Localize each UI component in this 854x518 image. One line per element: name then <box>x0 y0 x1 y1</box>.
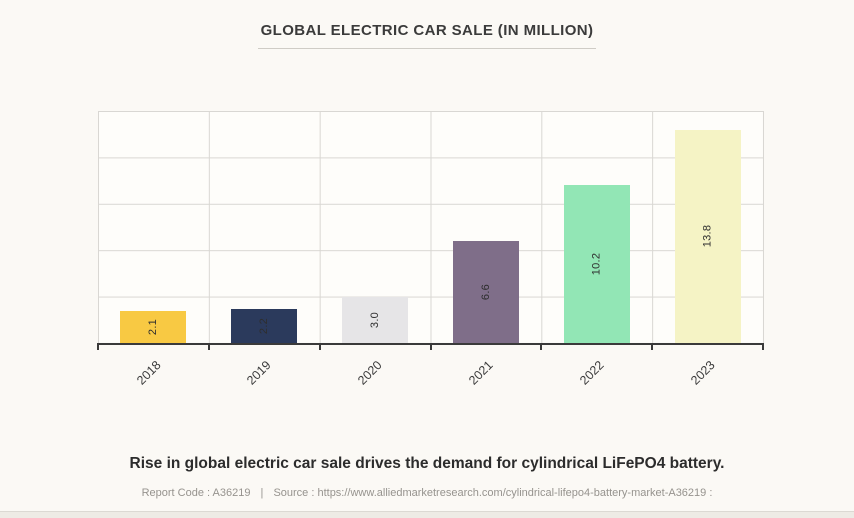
x-axis-tick <box>97 343 99 350</box>
bar-2021: 6.6 <box>452 240 519 343</box>
chart-title: GLOBAL ELECTRIC CAR SALE (IN MILLION) <box>257 22 597 49</box>
x-tick-label: 2021 <box>466 358 496 388</box>
bar-2019: 2.2 <box>231 308 298 343</box>
footer-separator: | <box>260 487 264 499</box>
bar-value-label: 2.2 <box>258 317 271 335</box>
x-axis-tick <box>540 343 543 350</box>
bar-cell-2021: 6.6 <box>430 111 541 343</box>
bar-value-label: 6.6 <box>479 283 492 301</box>
bar-cell-2022: 10.2 <box>541 111 652 343</box>
bar-cell-2023: 13.8 <box>652 111 763 343</box>
chart-title-row: GLOBAL ELECTRIC CAR SALE (IN MILLION) <box>0 22 854 49</box>
x-axis-tick <box>762 343 764 350</box>
bar-value-label: 13.8 <box>701 224 714 248</box>
x-tick-label: 2018 <box>133 358 164 388</box>
bar-2022: 10.2 <box>563 185 630 343</box>
bar-value-label: 3.0 <box>369 311 382 328</box>
x-axis-labels: 2018 2019 2020 2021 2022 2023 <box>98 352 763 400</box>
bar-2023: 13.8 <box>674 129 741 343</box>
bar-2018: 2.1 <box>120 310 187 343</box>
x-tick-label: 2019 <box>244 358 275 388</box>
report-code: Report Code : A36219 <box>141 487 251 499</box>
x-tick-label: 2022 <box>577 358 607 388</box>
plot-area: 2.1 2.2 3.0 6.6 10.2 13.8 <box>98 111 764 345</box>
x-axis-tick <box>429 343 432 350</box>
x-axis-tick <box>651 343 654 350</box>
footer: Report Code : A36219 | Source : https://… <box>0 487 854 499</box>
x-axis-tick <box>207 343 210 350</box>
bars-layer: 2.1 2.2 3.0 6.6 10.2 13.8 <box>98 111 763 343</box>
x-tick-label: 2023 <box>687 358 718 388</box>
bar-value-label: 10.2 <box>590 252 603 276</box>
x-axis-tick <box>318 343 321 350</box>
source-url: Source : https://www.alliedmarketresearc… <box>273 487 713 499</box>
bar-value-label: 2.1 <box>147 318 160 335</box>
chart-caption: Rise in global electric car sale drives … <box>129 455 725 472</box>
bar-cell-2018: 2.1 <box>98 111 209 343</box>
bar-cell-2020: 3.0 <box>320 111 431 343</box>
x-tick-label: 2020 <box>355 358 385 388</box>
bar-cell-2019: 2.2 <box>209 111 320 343</box>
bottom-strip <box>0 511 854 518</box>
x-axis-ticks <box>97 343 764 352</box>
bar-2020: 3.0 <box>342 296 409 343</box>
